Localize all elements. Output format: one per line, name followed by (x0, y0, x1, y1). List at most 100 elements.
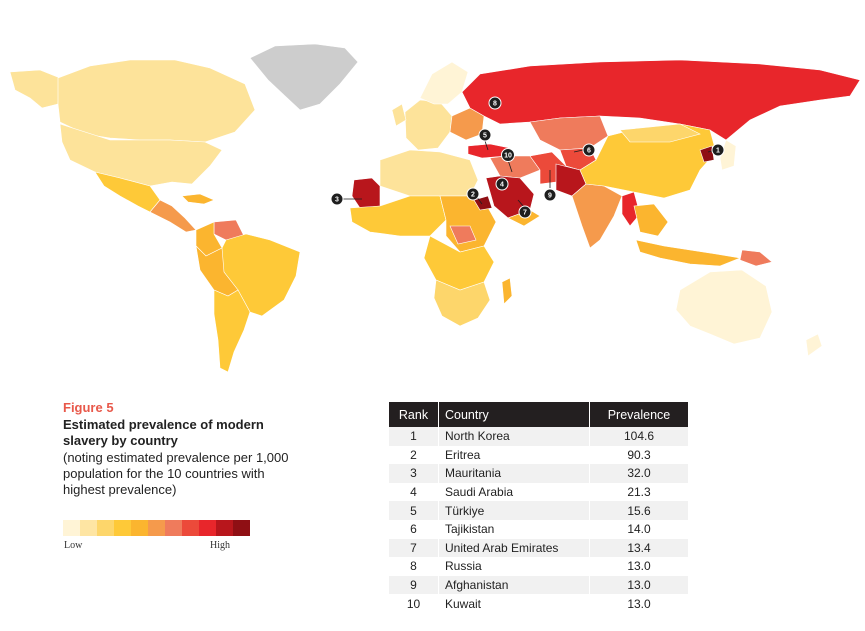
svg-text:2: 2 (471, 192, 475, 199)
legend-swatch (80, 520, 97, 536)
table-row: 1 North Korea 104.6 (389, 427, 688, 446)
marker-7: 7 (517, 199, 532, 219)
region-scandinavia (419, 61, 469, 105)
cell-prevalence: 90.3 (589, 445, 688, 465)
cell-country: North Korea (438, 427, 590, 446)
region-mongolia (619, 123, 701, 143)
region-usa (59, 123, 223, 187)
cell-prevalence: 32.0 (589, 464, 688, 483)
table-row: 10 Kuwait 13.0 (389, 594, 688, 613)
legend-swatch (131, 520, 148, 536)
region-russia (461, 59, 861, 141)
cell-rank: 8 (389, 557, 439, 576)
cell-prevalence: 13.0 (589, 594, 688, 613)
table-row: 2 Eritrea 90.3 (389, 445, 688, 465)
marker-2: 2 (466, 187, 483, 205)
cell-country: Tajikistan (438, 519, 590, 539)
legend-high-label: High (210, 540, 230, 551)
region-mauritania (351, 177, 381, 209)
table-row: 6 Tajikistan 14.0 (389, 519, 688, 539)
figure-subtitle: (noting estimated prevalence per 1,000 p… (63, 450, 289, 497)
region-papua (739, 249, 773, 267)
region-southeast-asia (633, 203, 669, 237)
legend-swatch (216, 520, 233, 536)
cell-prevalence: 13.4 (589, 538, 688, 558)
cell-country: Russia (438, 557, 590, 576)
table-row: 7 United Arab Emirates 13.4 (389, 538, 688, 558)
cell-rank: 4 (389, 482, 439, 502)
region-indonesia (635, 239, 742, 267)
cell-country: Kuwait (438, 594, 590, 613)
region-australia (675, 269, 773, 345)
region-alaska (9, 69, 61, 109)
legend-low-label: Low (64, 540, 83, 551)
legend-swatch (148, 520, 165, 536)
cell-country: Mauritania (438, 464, 590, 483)
region-central-america (149, 199, 197, 233)
figure-label: Figure 5 (63, 400, 114, 415)
table-row: 5 Türkiye 15.6 (389, 501, 688, 520)
header-rank: Rank (389, 402, 439, 427)
svg-text:4: 4 (500, 182, 504, 189)
cell-country: Eritrea (438, 445, 590, 465)
cell-country: United Arab Emirates (438, 538, 590, 558)
marker-10: 10 (501, 148, 515, 173)
legend-swatch (165, 520, 182, 536)
region-western-europe (404, 99, 453, 151)
svg-text:6: 6 (587, 148, 591, 155)
header-prevalence: Prevalence (589, 402, 688, 427)
marker-6: 6 (573, 143, 596, 157)
legend-swatch (97, 520, 114, 536)
svg-text:10: 10 (504, 153, 512, 160)
cell-prevalence: 13.0 (589, 557, 688, 576)
legend-swatch (63, 520, 80, 536)
legend-swatch (114, 520, 131, 536)
svg-text:3: 3 (335, 197, 339, 204)
table-row: 3 Mauritania 32.0 (389, 464, 688, 483)
region-myanmar (621, 191, 641, 227)
svg-text:1: 1 (716, 148, 720, 155)
region-new-zealand (805, 333, 823, 357)
table-header-row: Rank Country Prevalence (389, 402, 688, 427)
figure-title: Estimated prevalence of modern slavery b… (63, 417, 264, 448)
cell-prevalence: 104.6 (589, 427, 688, 446)
cell-prevalence: 14.0 (589, 519, 688, 539)
cell-prevalence: 21.3 (589, 482, 688, 502)
marker-4: 4 (495, 177, 509, 191)
marker-3: 3 (330, 192, 362, 206)
region-north-africa (379, 149, 479, 197)
cell-rank: 1 (389, 427, 439, 446)
cell-country: Türkiye (438, 501, 590, 520)
region-southern-africa (433, 279, 491, 327)
marker-5: 5 (478, 128, 492, 151)
svg-text:8: 8 (493, 101, 497, 108)
marker-1: 1 (707, 143, 725, 157)
region-southern-cone (213, 289, 251, 373)
region-uk (391, 103, 407, 127)
cell-rank: 9 (389, 575, 439, 595)
cell-rank: 7 (389, 538, 439, 558)
region-caribbean (181, 193, 215, 205)
legend-swatch (233, 520, 250, 536)
world-map: 1 2 3 4 5 6 7 8 9 10 (9, 43, 861, 373)
region-drc (449, 225, 477, 245)
cell-country: Afghanistan (438, 575, 590, 595)
cell-rank: 3 (389, 464, 439, 483)
table-row: 8 Russia 13.0 (389, 557, 688, 576)
legend-swatch (182, 520, 199, 536)
region-canada (57, 59, 256, 143)
header-country: Country (438, 402, 590, 427)
table-row: 9 Afghanistan 13.0 (389, 575, 688, 595)
cell-rank: 10 (389, 594, 439, 613)
region-west-africa (349, 195, 447, 237)
cell-prevalence: 15.6 (589, 501, 688, 520)
cell-rank: 6 (389, 519, 439, 539)
legend-color-scale (63, 520, 250, 536)
region-madagascar (501, 277, 513, 305)
cell-country: Saudi Arabia (438, 482, 590, 502)
cell-rank: 2 (389, 445, 439, 465)
cell-prevalence: 13.0 (589, 575, 688, 595)
cell-rank: 5 (389, 501, 439, 520)
prevalence-table: Rank Country Prevalence 1 North Korea 104.… (389, 402, 688, 613)
legend-swatch (199, 520, 216, 536)
